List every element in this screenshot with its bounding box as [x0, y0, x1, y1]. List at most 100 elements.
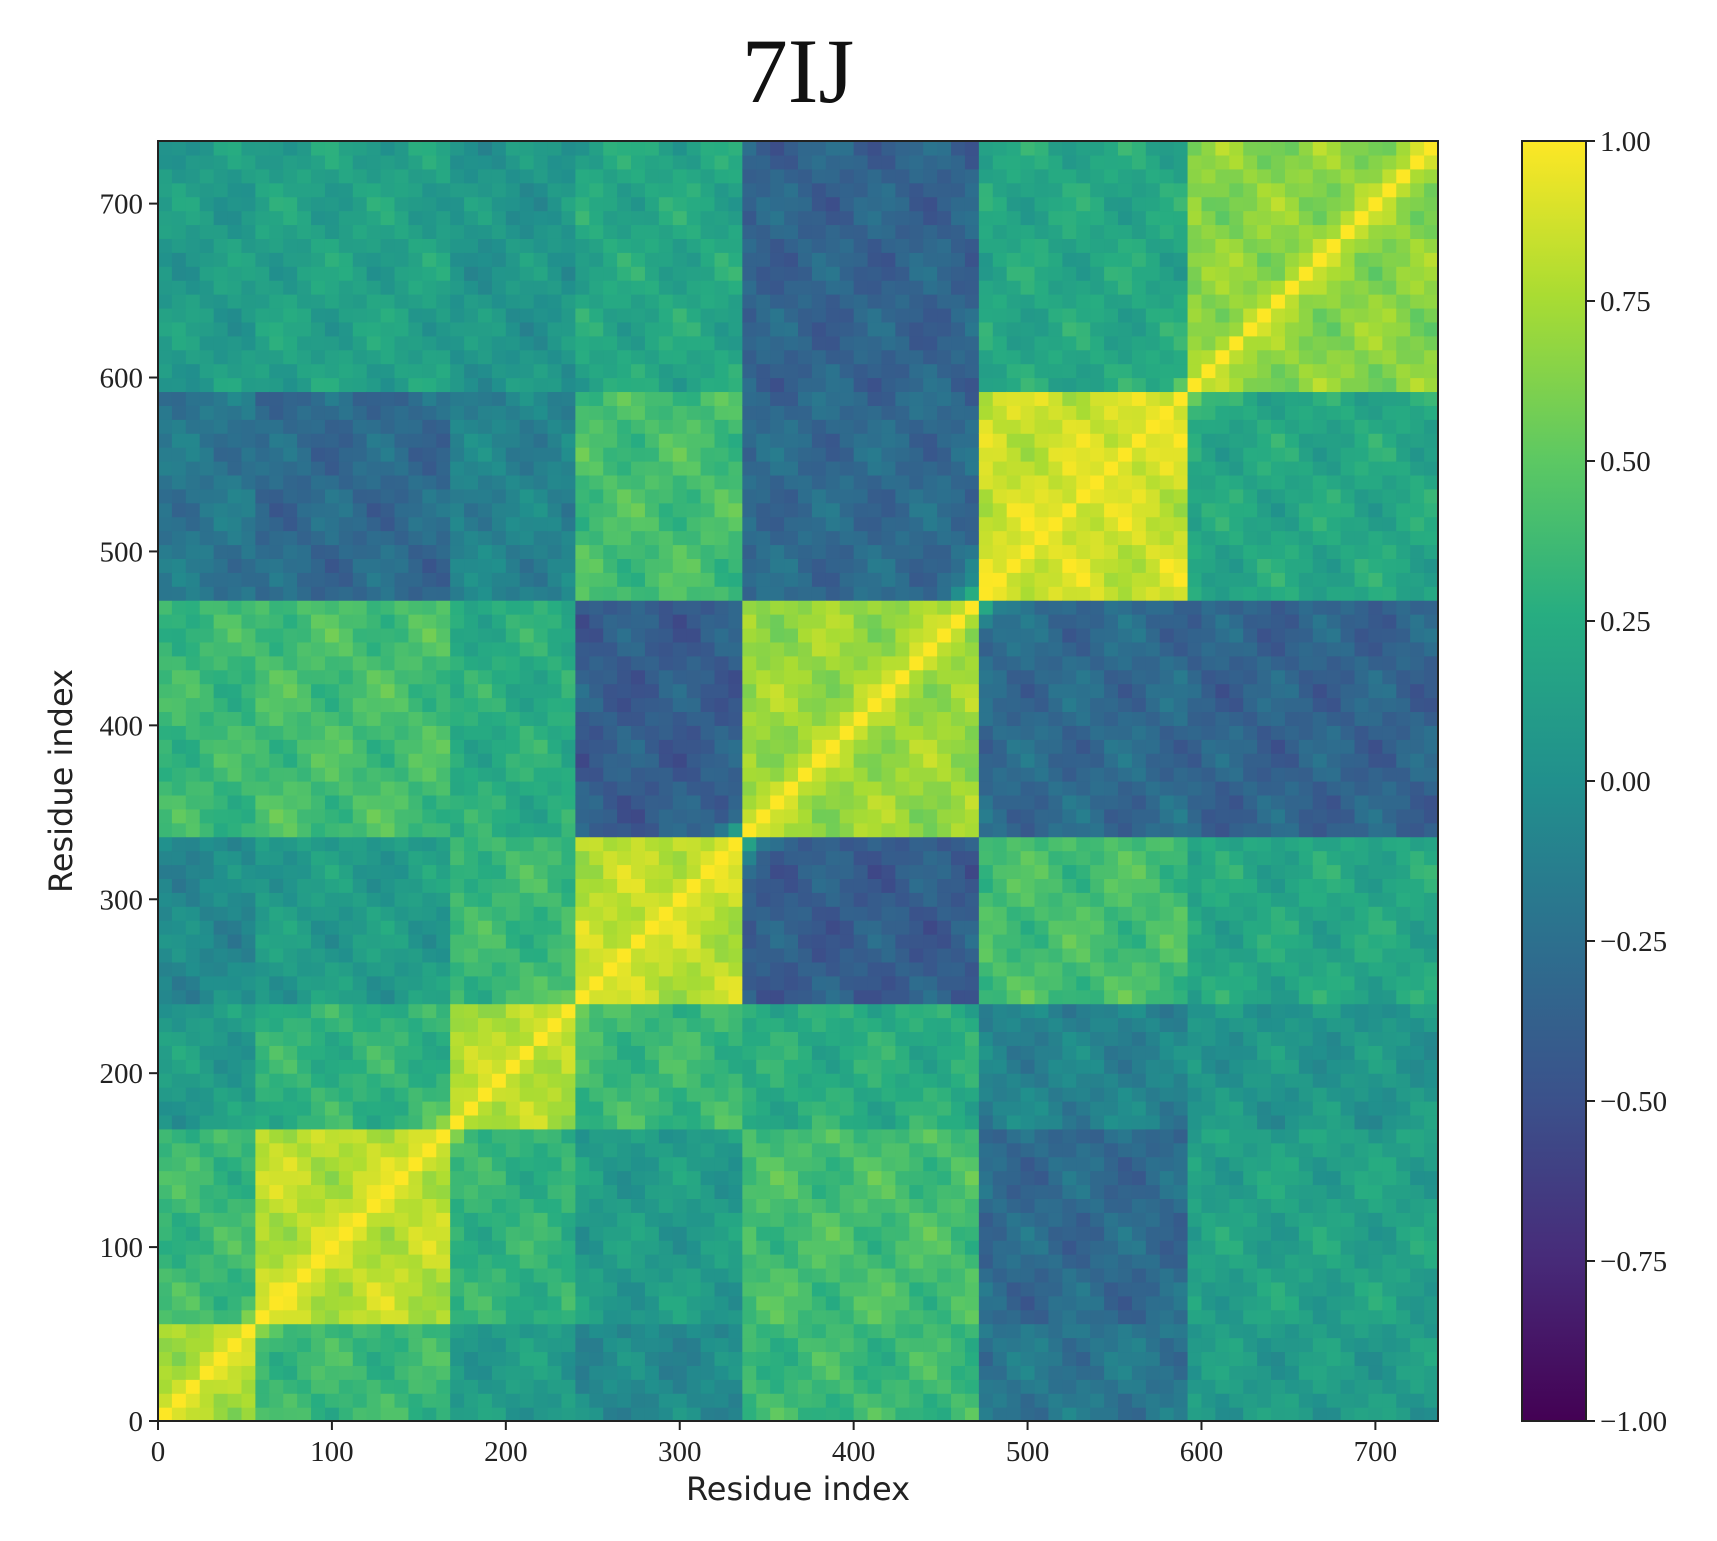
heatmap-cell — [283, 975, 298, 991]
heatmap-cell — [867, 961, 883, 977]
heatmap-cell — [742, 586, 757, 601]
heatmap-cell — [575, 920, 590, 935]
heatmap-cell — [297, 711, 312, 726]
heatmap-cell — [505, 1337, 521, 1353]
heatmap-cell — [700, 224, 716, 239]
heatmap-cell — [561, 1281, 576, 1297]
heatmap-cell — [631, 1407, 646, 1422]
heatmap-cell — [825, 1351, 841, 1366]
heatmap-cell — [380, 294, 396, 309]
heatmap-cell — [464, 544, 479, 559]
heatmap-cell — [394, 1393, 410, 1408]
heatmap-cell — [185, 447, 201, 462]
heatmap-cell — [241, 1031, 256, 1046]
heatmap-cell — [881, 1170, 896, 1186]
heatmap-cell — [617, 1240, 632, 1255]
heatmap-cell — [533, 767, 549, 782]
heatmap-cell — [450, 1337, 465, 1353]
heatmap-cell — [171, 266, 187, 281]
heatmap-cell — [519, 892, 535, 907]
heatmap-cell — [380, 1281, 396, 1297]
heatmap-cell — [839, 1337, 855, 1353]
heatmap-cell — [686, 307, 702, 323]
heatmap-cell — [283, 294, 298, 309]
heatmap-cell — [853, 530, 869, 546]
heatmap-cell — [478, 1045, 493, 1060]
heatmap-cell — [575, 321, 590, 337]
heatmap-cell — [533, 141, 549, 156]
heatmap-cell — [158, 614, 173, 629]
heatmap-cell — [352, 474, 368, 490]
heatmap-cell — [756, 975, 771, 991]
heatmap-cell — [575, 502, 590, 518]
heatmap-cell — [422, 655, 437, 671]
heatmap-cell — [895, 822, 910, 838]
heatmap-cell — [185, 1059, 201, 1074]
heatmap-cell — [895, 405, 910, 420]
heatmap-cell — [491, 808, 507, 824]
heatmap-cell — [519, 182, 535, 198]
heatmap-cell — [895, 1240, 910, 1255]
heatmap-cell — [825, 1003, 841, 1019]
heatmap-cell — [575, 1184, 590, 1199]
heatmap-cell — [784, 1267, 799, 1283]
heatmap-cell — [533, 1226, 549, 1241]
heatmap-cell — [227, 377, 243, 393]
heatmap-cell — [700, 1379, 716, 1394]
heatmap-cell — [839, 335, 855, 351]
heatmap-cell — [519, 516, 535, 532]
heatmap-cell — [672, 683, 688, 699]
heatmap-cell — [700, 934, 716, 949]
heatmap-cell — [575, 767, 590, 782]
heatmap-cell — [464, 1059, 479, 1074]
heatmap-cell — [658, 1323, 674, 1339]
heatmap-cell — [324, 349, 340, 365]
heatmap-cell — [853, 1379, 869, 1394]
heatmap-cell — [269, 377, 284, 393]
heatmap-cell — [839, 502, 855, 518]
heatmap-cell — [394, 1309, 410, 1325]
heatmap-cell — [881, 1156, 896, 1172]
heatmap-cell — [867, 1240, 883, 1255]
heatmap-cell — [478, 725, 493, 740]
heatmap-cell — [714, 878, 730, 893]
heatmap-cell — [269, 572, 284, 587]
heatmap-cell — [366, 252, 382, 267]
heatmap-cell — [784, 447, 799, 462]
heatmap-cell — [311, 878, 326, 893]
heatmap-cell — [185, 280, 201, 295]
heatmap-cell — [547, 725, 563, 740]
heatmap-cell — [464, 655, 479, 671]
heatmap-cell — [561, 1240, 576, 1255]
heatmap-cell — [505, 920, 521, 935]
heatmap-cell — [686, 154, 702, 170]
heatmap-cell — [213, 711, 229, 726]
heatmap-cell — [798, 349, 813, 365]
heatmap-cell — [589, 1142, 604, 1158]
heatmap-cell — [561, 1184, 576, 1199]
heatmap-cell — [617, 238, 632, 253]
heatmap-cell — [853, 474, 869, 490]
heatmap-cell — [533, 947, 549, 963]
heatmap-cell — [839, 196, 855, 212]
heatmap-cell — [631, 655, 646, 671]
heatmap-cell — [519, 558, 535, 573]
heatmap-cell — [422, 1142, 437, 1158]
heatmap-cell — [464, 419, 479, 434]
heatmap-cell — [394, 892, 410, 907]
heatmap-cell — [575, 683, 590, 699]
heatmap-cell — [839, 1198, 855, 1213]
heatmap-cell — [158, 433, 173, 448]
heatmap-cell — [408, 335, 423, 351]
heatmap-cell — [366, 850, 382, 866]
heatmap-cell — [450, 1267, 465, 1283]
heatmap-cell — [700, 641, 716, 657]
heatmap-cell — [519, 1337, 535, 1353]
heatmap-cell — [700, 1226, 716, 1241]
heatmap-cell — [450, 377, 465, 393]
heatmap-cell — [297, 1323, 312, 1339]
heatmap-cell — [366, 349, 382, 365]
heatmap-cell — [241, 1003, 256, 1019]
heatmap-cell — [867, 975, 883, 991]
heatmap-cell — [171, 961, 187, 977]
